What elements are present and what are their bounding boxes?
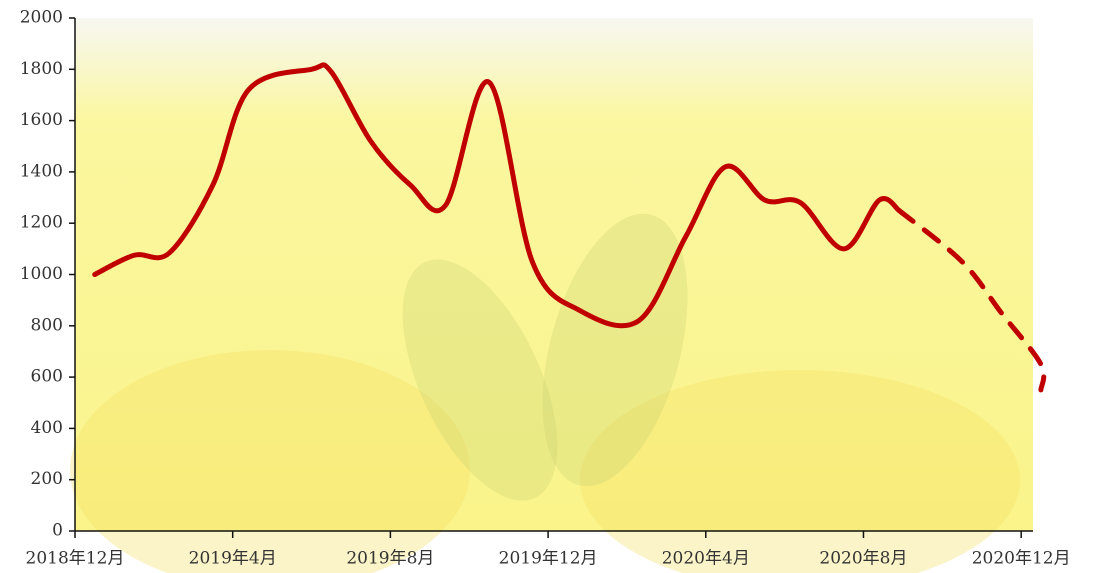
y-tick-label: 1400 (20, 161, 63, 181)
y-tick-label: 400 (31, 418, 63, 438)
chart: 0 200 400 600 800 1000 1200 1400 1600 1800 2000 201… (0, 0, 1104, 573)
y-tick-label: 1000 (20, 264, 63, 284)
y-tick-label: 800 (31, 315, 63, 335)
y-tick-label: 0 (52, 521, 63, 541)
y-tick-label: 1200 (20, 213, 63, 233)
y-tick-label: 600 (31, 367, 63, 387)
x-tick-label: 2019年8月 (346, 549, 434, 569)
x-tick-label: 2018年12月 (26, 549, 125, 569)
x-tick-label: 2020年8月 (819, 549, 907, 569)
y-tick-label: 200 (31, 469, 63, 489)
x-tick-label: 2020年12月 (972, 549, 1071, 569)
x-tick-label: 2020年4月 (662, 549, 750, 569)
y-tick-label: 1800 (20, 59, 63, 79)
x-tick-label: 2019年4月 (189, 549, 277, 569)
y-tick-label: 2000 (20, 8, 63, 28)
y-tick-label: 1600 (20, 110, 63, 130)
x-tick-label: 2019年12月 (499, 549, 598, 569)
